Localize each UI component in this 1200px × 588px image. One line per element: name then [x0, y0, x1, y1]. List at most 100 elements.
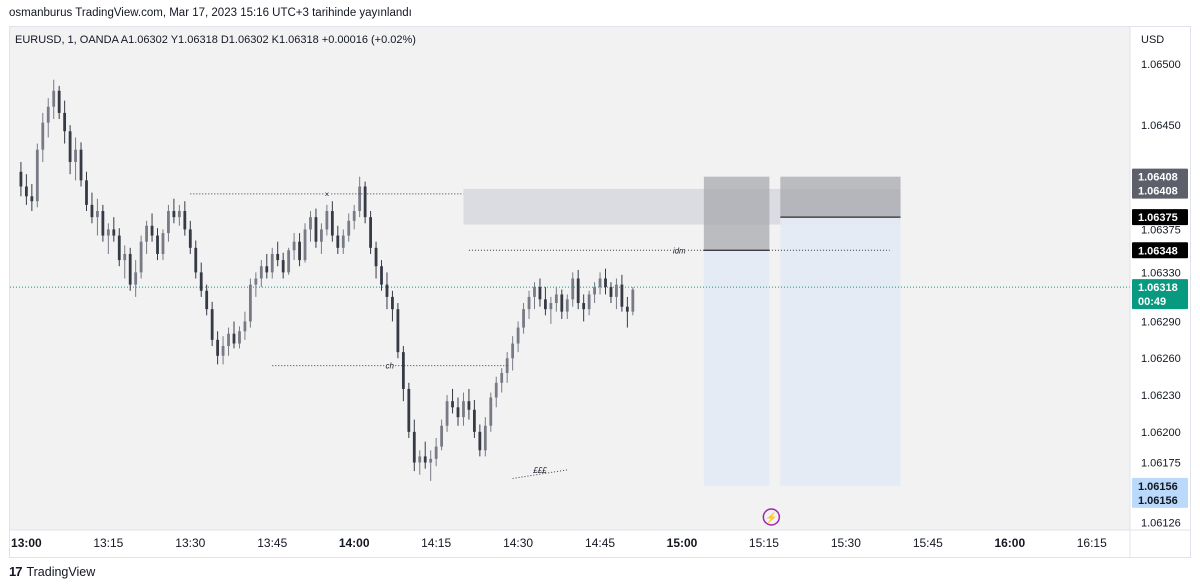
price-axis-currency: USD: [1141, 34, 1164, 46]
axes-layer: 1.06500 1.06450 1.06330 1.06290 1.06260 1.062…: [10, 27, 1190, 557]
candle-body: [560, 294, 564, 312]
candle-body: [63, 112, 67, 132]
candle-body: [145, 225, 148, 242]
position-stop-zone: [703, 176, 770, 251]
candle-body: [194, 247, 198, 273]
candle-body: [478, 431, 482, 451]
candle-body: [309, 217, 312, 230]
candle-body: [380, 266, 383, 285]
candle-body: [483, 425, 487, 451]
time-tick-label: 14:30: [503, 536, 533, 550]
candle-body: [156, 235, 159, 254]
equal-lows-line: [512, 469, 568, 479]
candle-body: [96, 211, 99, 218]
candle-body: [117, 235, 121, 261]
price-tick-label: 1.06450: [1141, 120, 1181, 132]
candle-body: [522, 309, 525, 328]
candle-body: [407, 388, 411, 432]
candle-body: [352, 211, 356, 221]
position-target-zone: [780, 217, 901, 486]
candle-body: [451, 401, 454, 408]
price-badge: [1132, 242, 1188, 259]
candle-body: [150, 225, 154, 236]
candle-body: [106, 229, 110, 236]
candle-body: [303, 229, 307, 261]
chart-container[interactable]: × ch idm £££ ⚡ 1.06500 1.06450 1.06330 1.06290 1…: [9, 26, 1191, 558]
time-tick-label: 15:45: [913, 536, 943, 550]
candle-body: [401, 352, 405, 389]
candle-body: [582, 303, 586, 310]
candle-body: [68, 131, 72, 162]
candle-body: [489, 397, 493, 426]
candle-body: [391, 296, 394, 310]
lightning-alert-icon: [762, 508, 781, 526]
candle-body: [265, 266, 269, 273]
price-badge: [1132, 279, 1188, 310]
price-badge-value: 1.06375: [1138, 212, 1178, 224]
candle-body: [128, 253, 132, 285]
candle-body: [248, 284, 252, 322]
time-tick-label: 14:15: [421, 536, 451, 550]
candle-body: [221, 345, 225, 356]
candle-body: [330, 211, 334, 236]
price-badge-subvalue: 1.06156: [1138, 495, 1178, 507]
price-badge: [1132, 168, 1188, 199]
candle-body: [46, 106, 50, 123]
time-tick-label: 15:30: [831, 536, 861, 550]
candle-body: [314, 217, 318, 242]
price-badge-value: 1.06318: [1138, 282, 1178, 294]
equal-lows-label: £££: [532, 466, 547, 475]
candle-body: [292, 241, 296, 251]
brand-name: TradingView: [26, 564, 96, 579]
publish-info: osmanburus TradingView.com, Mar 17, 2023…: [9, 7, 412, 19]
time-tick-label: 13:45: [257, 536, 287, 550]
candle-body: [325, 211, 329, 230]
candle-body: [494, 382, 498, 398]
candle-body: [287, 250, 291, 273]
time-tick-label: 13:00: [11, 536, 42, 550]
candle-body: [434, 446, 438, 459]
price-tick-label: 1.06260: [1141, 353, 1181, 365]
time-tick-label: 16:15: [1077, 536, 1107, 550]
time-tick-label: 13:15: [93, 536, 123, 550]
candle-body: [369, 217, 372, 248]
marker-label: idm: [673, 246, 686, 255]
candle-body: [30, 196, 34, 202]
candle-body: [538, 287, 542, 300]
candle-body: [565, 299, 569, 312]
candle-body: [177, 211, 181, 218]
candle-body: [516, 327, 520, 344]
candle-body: [35, 149, 39, 202]
candle-body: [576, 278, 580, 304]
candle-body: [554, 294, 558, 304]
time-tick-label: 16:00: [994, 536, 1025, 550]
price-tick-label: 1.06200: [1141, 427, 1181, 439]
candle-body: [625, 306, 629, 312]
candle-body: [385, 284, 389, 297]
candle-body: [571, 278, 575, 300]
price-badge-value: 1.06156: [1138, 481, 1178, 493]
marker-label: ×: [325, 190, 330, 199]
price-badge-subvalue: 00:49: [1138, 296, 1166, 308]
candle-body: [276, 253, 280, 261]
price-tick-label: 1.06126: [1141, 518, 1181, 530]
candle-body: [336, 235, 340, 248]
candle-body: [423, 456, 427, 463]
drawings-layer: × ch idm £££ ⚡: [190, 188, 890, 526]
candle-body: [199, 272, 203, 291]
position-target-zone: [703, 250, 770, 486]
candle-body: [101, 211, 105, 236]
candle-body: [24, 186, 28, 197]
candle-body: [172, 211, 176, 218]
candle-body: [500, 372, 504, 383]
candle-body: [511, 343, 515, 359]
candle-body: [609, 287, 613, 297]
candle-body: [161, 233, 165, 254]
price-badge-value: 1.06348: [1138, 245, 1178, 257]
candle-body: [615, 284, 618, 297]
candle-body: [270, 253, 274, 273]
candle-body: [347, 220, 351, 236]
price-tick-label: 1.06290: [1141, 316, 1181, 328]
candle-body: [412, 431, 416, 463]
